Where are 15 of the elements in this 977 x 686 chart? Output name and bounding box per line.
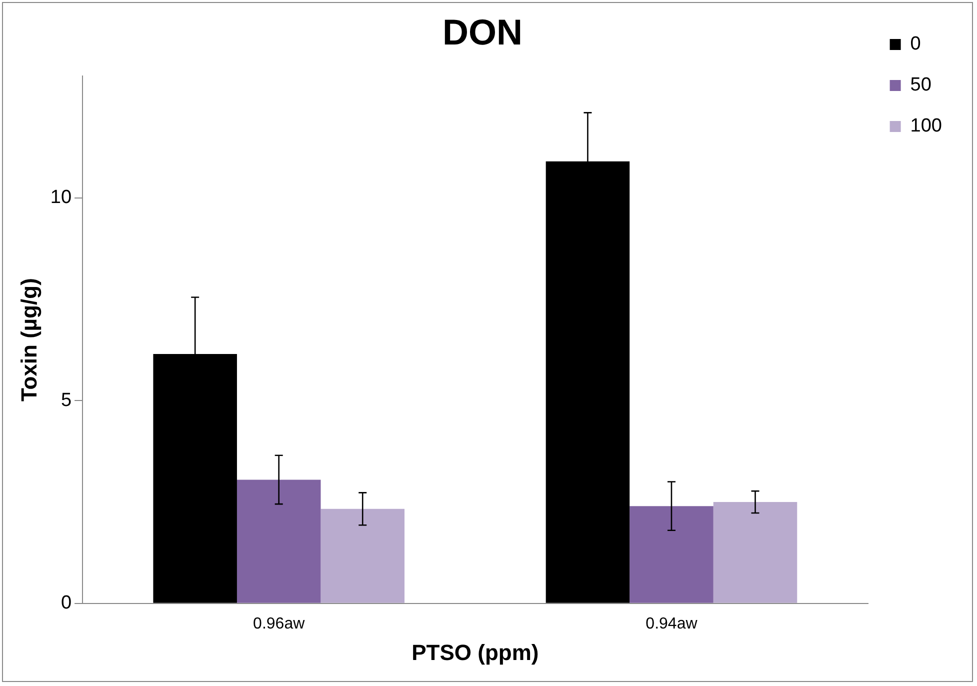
legend-label: 50 bbox=[910, 74, 932, 96]
bar bbox=[320, 508, 404, 603]
y-tick-label: 0 bbox=[60, 592, 72, 614]
bar bbox=[630, 506, 714, 603]
x-tick-label: 0.96aw bbox=[253, 615, 306, 632]
bar bbox=[713, 502, 798, 603]
y-tick-label: 10 bbox=[50, 187, 72, 208]
legend-label: 0 bbox=[910, 34, 921, 55]
legend-label: 100 bbox=[910, 116, 942, 137]
y-axis-title: Toxin (µg/g) bbox=[16, 278, 42, 402]
x-tick-label: 0.94aw bbox=[646, 615, 698, 632]
chart-title: DON bbox=[442, 12, 522, 53]
bar bbox=[236, 480, 321, 603]
y-tick-label: 5 bbox=[60, 390, 72, 411]
x-axis-title: PTSO (ppm) bbox=[412, 640, 539, 665]
